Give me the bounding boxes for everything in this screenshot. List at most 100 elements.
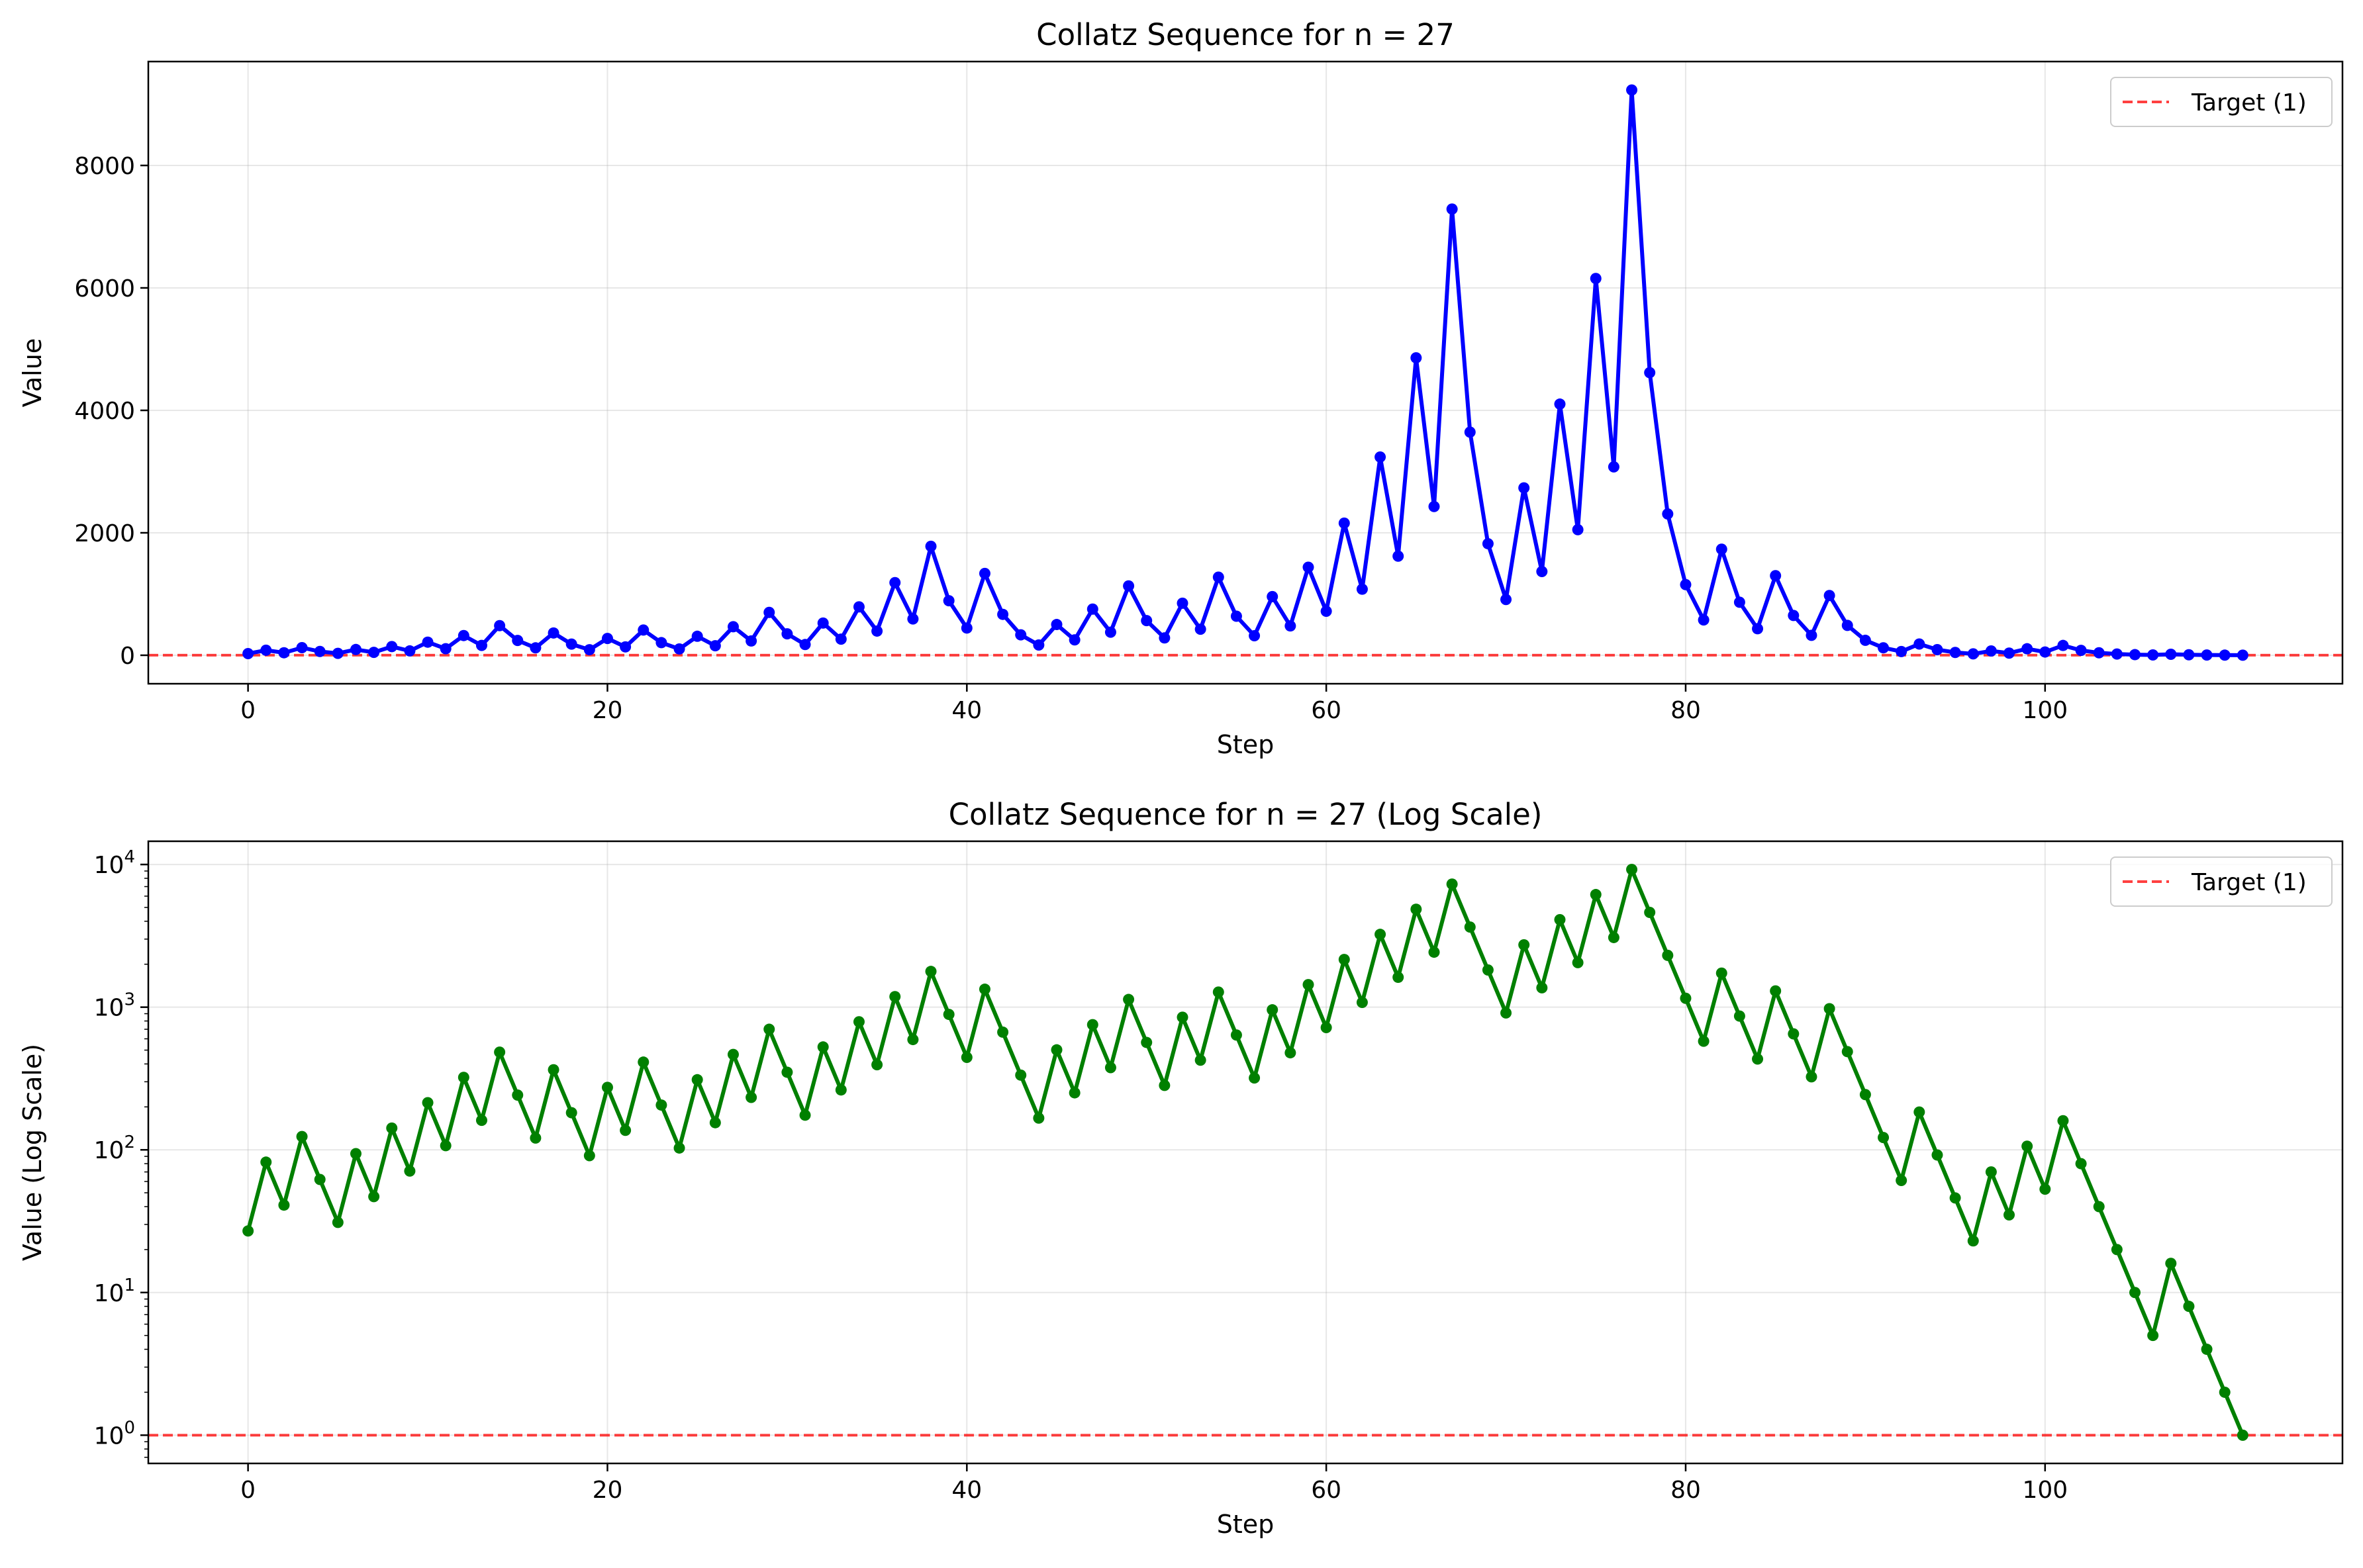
legend: Target (1) — [2110, 77, 2333, 127]
data-point — [1608, 461, 1619, 473]
y-tick-exponent: 4 — [124, 847, 135, 867]
data-point — [979, 984, 990, 995]
data-point — [1949, 647, 1961, 659]
data-point — [2003, 1209, 2015, 1221]
data-point — [296, 642, 308, 654]
data-point — [1374, 929, 1386, 941]
y-tick-label: 100 — [94, 1418, 135, 1450]
data-point — [1141, 1037, 1153, 1048]
data-point — [853, 1016, 865, 1028]
data-point — [1949, 1192, 1961, 1204]
data-point — [799, 639, 811, 651]
data-point — [2237, 1429, 2248, 1441]
data-point — [2147, 649, 2159, 661]
data-point — [1356, 997, 1368, 1009]
data-point — [1554, 398, 1566, 410]
data-point — [404, 645, 416, 657]
data-point — [1698, 1035, 1710, 1047]
data-point — [1464, 921, 1476, 933]
data-point — [475, 1115, 487, 1127]
data-point — [332, 647, 344, 659]
data-point — [655, 1099, 667, 1111]
data-point — [422, 1097, 434, 1109]
x-tick-label: 100 — [2022, 1477, 2068, 1504]
data-point — [1913, 638, 1925, 650]
data-point — [781, 628, 793, 640]
legend-box — [2110, 856, 2333, 907]
data-point — [1752, 1053, 1764, 1065]
data-point — [871, 1059, 883, 1071]
data-point — [638, 1056, 650, 1068]
data-point — [2075, 1158, 2087, 1170]
chart-panel-1: 0 20 40 60 80 100 0 2000 4000 6000 8000 Collatz Seq… — [18, 17, 2344, 759]
x-tick-label: 0 — [240, 1477, 256, 1504]
series-line — [246, 867, 2245, 1436]
data-point — [2003, 647, 2015, 659]
data-point — [1878, 1132, 1890, 1144]
data-point — [1033, 639, 1045, 651]
data-point — [565, 1107, 577, 1119]
data-point — [1302, 561, 1314, 573]
data-point — [709, 640, 721, 652]
data-point — [1788, 610, 1800, 622]
data-point — [1715, 967, 1727, 979]
x-tick-label: 40 — [951, 697, 982, 724]
data-point — [1715, 543, 1727, 555]
data-point — [2093, 647, 2105, 659]
data-point — [691, 1074, 703, 1085]
data-point — [889, 576, 901, 588]
data-point — [2039, 1183, 2051, 1195]
data-point — [781, 1066, 793, 1078]
x-tick-label: 60 — [1311, 1477, 1341, 1504]
data-point — [2147, 1330, 2159, 1342]
data-point — [943, 1009, 955, 1021]
data-point — [799, 1109, 811, 1121]
data-point — [1302, 979, 1314, 991]
data-point — [709, 1117, 721, 1129]
data-point — [1482, 537, 1494, 549]
y-tick-label: 102 — [94, 1132, 135, 1164]
data-point — [1931, 643, 1943, 655]
data-point — [2021, 643, 2033, 655]
data-point — [1590, 889, 1602, 901]
data-point — [2165, 649, 2177, 661]
data-point — [1410, 903, 1422, 915]
data-point — [763, 606, 775, 618]
y-tick-exponent: 3 — [124, 990, 135, 1010]
data-point — [691, 630, 703, 642]
y-tick-label: 104 — [94, 847, 135, 879]
data-point — [368, 1191, 380, 1203]
data-point — [1392, 550, 1404, 562]
data-point — [601, 633, 613, 645]
data-point — [1518, 482, 1530, 494]
data-point — [601, 1082, 613, 1093]
y-tick-label: 101 — [94, 1275, 135, 1307]
data-point — [1518, 939, 1530, 951]
data-point — [871, 625, 883, 637]
y-tick-exponent: 1 — [124, 1275, 135, 1295]
data-point — [1338, 954, 1350, 966]
data-point — [1230, 610, 1242, 622]
data-point — [1320, 605, 1332, 617]
data-point — [1841, 1046, 1853, 1058]
y-axis-label: Value (Log Scale) — [18, 1044, 47, 1261]
data-point — [763, 1023, 775, 1035]
data-point — [1194, 1054, 1206, 1066]
data-point — [1859, 1089, 1871, 1101]
data-point — [997, 608, 1009, 620]
data-point — [1806, 1071, 1817, 1083]
data-point — [1446, 878, 1458, 890]
data-point — [2129, 1287, 2141, 1299]
data-point — [1482, 964, 1494, 976]
data-point — [673, 643, 685, 655]
data-point — [727, 1048, 739, 1060]
data-point — [494, 1046, 506, 1058]
data-point — [853, 601, 865, 613]
data-point — [1374, 451, 1386, 463]
data-point — [1931, 1149, 1943, 1161]
data-point — [2201, 1344, 2213, 1356]
data-point — [2201, 649, 2213, 661]
data-point — [2183, 1301, 2195, 1313]
data-point — [458, 629, 469, 641]
